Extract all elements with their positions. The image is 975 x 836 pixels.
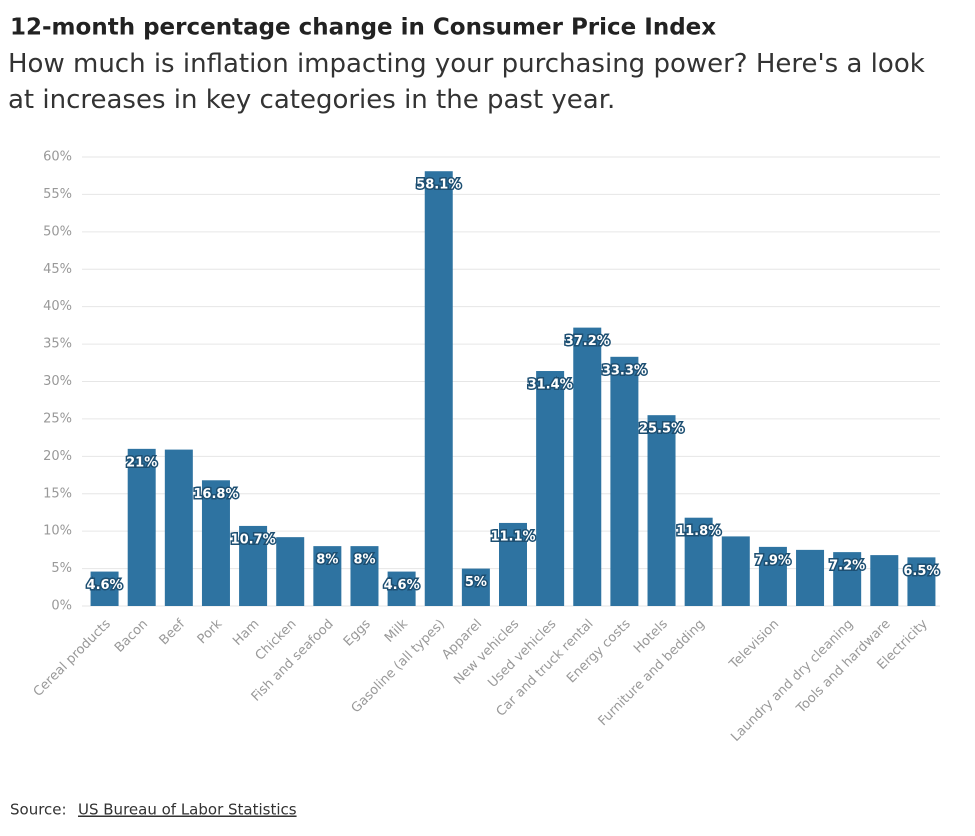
x-tick-label: Beef [157,616,189,648]
bar [164,449,193,606]
x-tick-label: Cereal products [31,617,114,700]
source-link[interactable]: US Bureau of Labor Statistics [78,801,297,819]
value-label: 4.6% [384,578,420,593]
bar [90,571,119,606]
bar [424,171,453,607]
x-tick-label: Ham [230,617,262,649]
value-label: 31.4% [528,378,573,393]
x-tick-label: Television [726,617,782,673]
value-label: 8% [353,553,375,568]
value-label: 7.9% [755,553,791,568]
y-tick-label: 20% [43,449,72,464]
value-label: 21% [126,455,157,470]
value-label: 37.2% [565,334,610,349]
bar [239,525,268,606]
bar [201,480,230,606]
bar [721,536,750,606]
bar [313,546,342,606]
value-label: 11.8% [676,524,721,539]
bar [610,356,639,606]
y-tick-label: 40% [43,299,72,314]
value-label: 5% [465,575,487,590]
value-label: 4.6% [87,578,123,593]
chart-title: 12-month percentage change in Consumer P… [10,15,716,41]
bar [833,552,862,606]
x-tick-label: Bacon [112,617,151,656]
value-label: 7.2% [829,559,865,574]
bar [276,537,305,606]
y-tick-label: 10% [43,524,72,539]
x-tick-label: Milk [382,616,411,645]
bar [536,371,565,606]
y-tick-label: 25% [43,411,72,426]
bar [387,571,416,606]
source-label: Source: [10,801,67,819]
y-tick-label: 60% [43,150,72,165]
y-tick-label: 50% [43,224,72,239]
bar [499,522,527,606]
bar [907,557,936,606]
bar [461,568,490,606]
bar [350,546,379,606]
x-tick-label: New vehicles [451,617,522,688]
value-label: 58.1% [416,178,461,193]
value-label: 11.1% [490,529,535,544]
value-label: 16.8% [193,487,238,502]
bar [573,327,602,606]
value-label: 25.5% [639,422,684,437]
x-tick-label: Eggs [341,617,374,650]
value-label: 8% [316,553,338,568]
bar [127,448,156,606]
chart-subtitle: How much is inflation impacting your pur… [8,49,925,115]
value-label: 10.7% [231,532,276,547]
bar [758,546,787,606]
bar [796,549,825,606]
bar [870,555,899,606]
y-tick-label: 55% [43,187,72,202]
y-tick-label: 15% [43,486,72,501]
y-tick-label: 45% [43,262,72,277]
y-tick-label: 5% [51,561,72,576]
y-tick-label: 0% [51,599,72,614]
subtitle-box: How much is inflation impacting your pur… [8,49,925,115]
y-tick-label: 35% [43,337,72,352]
bar [647,415,676,606]
x-tick-label: Pork [195,616,226,647]
bar [684,517,713,606]
value-label: 6.5% [903,564,939,579]
y-tick-label: 30% [43,374,72,389]
value-label: 33.3% [602,363,647,378]
